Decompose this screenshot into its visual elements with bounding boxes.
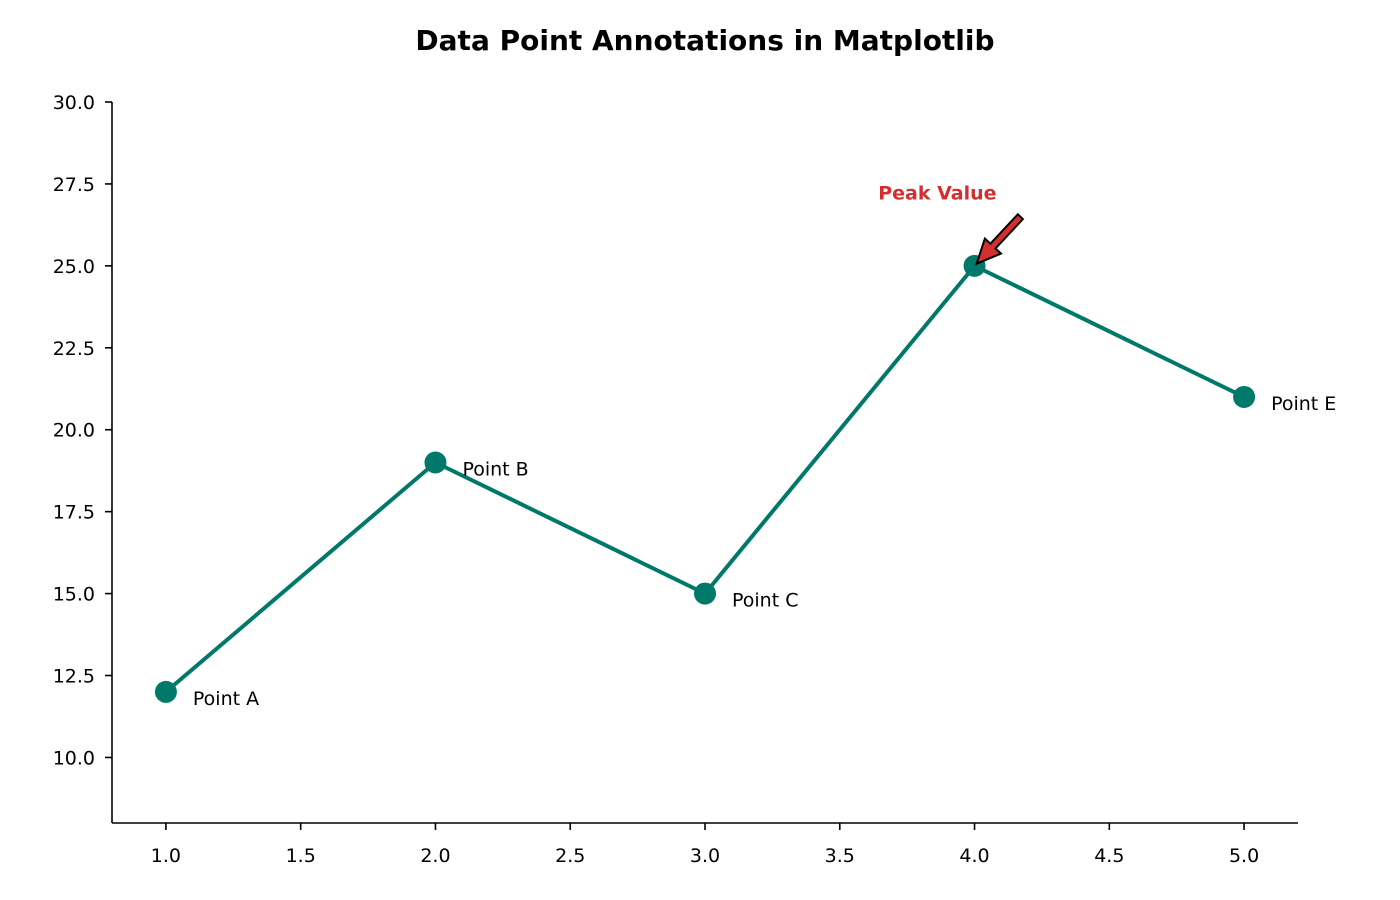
axes: 1.0 1.5 2.0 2.5 3.0 3.5 4.0 4.5 5.0 10.0 12.5 15.0 1… xyxy=(53,92,1298,867)
y-tick-label: 15.0 xyxy=(53,584,95,606)
y-tick-label: 22.5 xyxy=(53,338,95,360)
y-tick-label: 30.0 xyxy=(53,92,95,114)
annotation-arrow xyxy=(974,212,1025,266)
x-tick-label: 2.5 xyxy=(555,845,585,867)
point-label: Point E xyxy=(1271,393,1336,415)
x-tick-label: 2.0 xyxy=(420,845,450,867)
y-tick-label: 25.0 xyxy=(53,256,95,278)
data-point xyxy=(694,582,716,605)
chart-title: Data Point Annotations in Matplotlib xyxy=(415,24,995,57)
y-tick-label: 17.5 xyxy=(53,502,95,524)
x-tick-label: 1.5 xyxy=(286,845,316,867)
series: Point A Point B Point C Point E xyxy=(154,254,1336,710)
x-tick-label: 3.5 xyxy=(825,845,855,867)
data-point xyxy=(424,451,447,474)
y-tick-label: 20.0 xyxy=(53,420,95,442)
point-label: Point C xyxy=(732,590,798,612)
annotations: Peak Value xyxy=(878,183,1025,266)
x-tick-label: 4.5 xyxy=(1094,845,1124,867)
data-point xyxy=(1233,385,1256,408)
x-tick-label: 3.0 xyxy=(690,845,720,867)
annotation-label: Peak Value xyxy=(878,183,996,205)
point-label: Point A xyxy=(193,688,259,710)
y-tick-label: 27.5 xyxy=(53,174,95,196)
series-line xyxy=(164,263,1245,694)
x-tick-label: 4.0 xyxy=(959,845,989,867)
data-point xyxy=(154,680,177,703)
x-tick-label: 5.0 xyxy=(1229,845,1259,867)
y-tick-label: 10.0 xyxy=(53,747,95,769)
point-label: Point B xyxy=(462,459,528,481)
y-tick-label: 12.5 xyxy=(53,666,95,688)
x-tick-label: 1.0 xyxy=(151,845,181,867)
